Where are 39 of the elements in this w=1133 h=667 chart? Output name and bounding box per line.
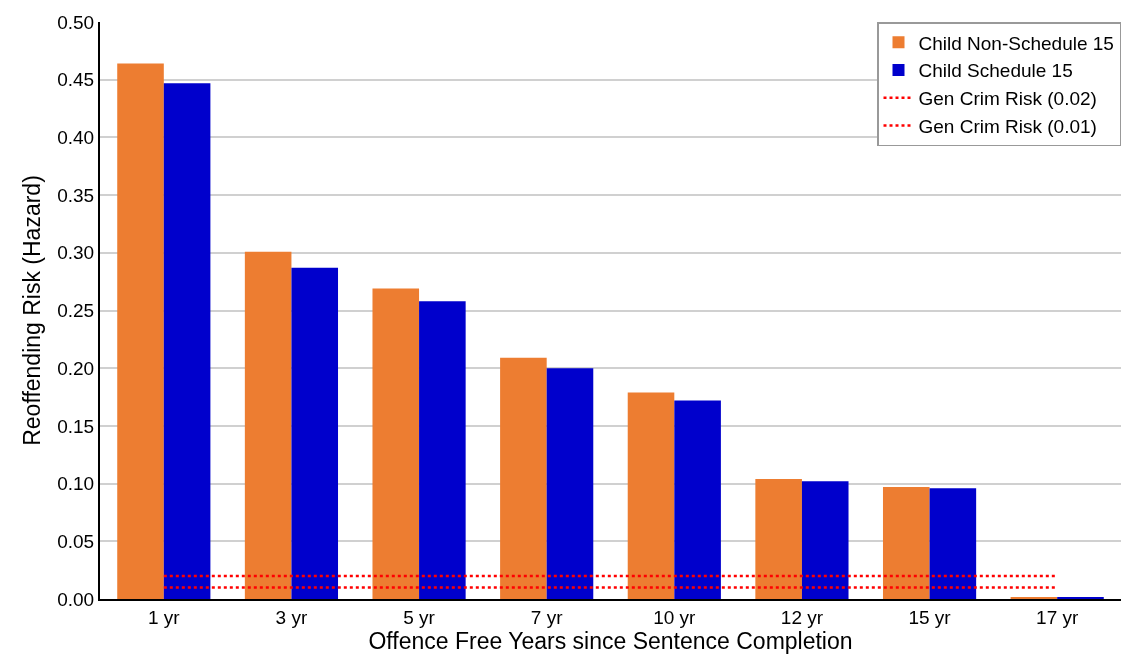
legend-label: Child Schedule 15 — [918, 60, 1073, 82]
bar — [291, 267, 339, 599]
y-tick-label: 0.35 — [57, 184, 95, 206]
x-tick-label: 17 yr — [1036, 606, 1079, 628]
x-tick-label: 3 yr — [275, 606, 308, 628]
bar — [882, 487, 930, 599]
legend-label: Gen Crim Risk (0.01) — [918, 115, 1097, 137]
y-tick-label: 0.50 — [57, 11, 95, 33]
x-tick-label: 10 yr — [653, 606, 697, 628]
y-tick-label: 0.25 — [57, 300, 95, 322]
x-tick-label: 12 yr — [780, 606, 824, 628]
bar — [244, 251, 292, 599]
y-axis-title: Reoffending Risk (Hazard) — [19, 175, 46, 446]
y-tick-label: 0.10 — [57, 473, 95, 495]
x-axis-title: Offence Free Years since Sentence Completion — [368, 627, 853, 654]
x-tick-label: 7 yr — [530, 606, 564, 628]
bar — [755, 478, 802, 599]
legend-label: Gen Crim Risk (0.02) — [918, 88, 1097, 110]
y-tick-label: 0.20 — [57, 357, 95, 379]
bar — [419, 301, 466, 599]
y-tick-label: 0.00 — [57, 588, 95, 610]
y-tick-label: 0.15 — [57, 415, 95, 437]
bar — [674, 400, 721, 599]
bar — [500, 357, 547, 599]
bar — [117, 63, 164, 599]
x-tick-label: 15 yr — [908, 606, 952, 628]
x-tick-label: 5 yr — [403, 606, 436, 628]
y-tick-label: 0.30 — [57, 242, 95, 264]
bar — [929, 488, 977, 599]
legend-label: Child Non-Schedule 15 — [918, 32, 1114, 54]
bar — [546, 368, 594, 599]
bar — [627, 392, 675, 599]
bar — [163, 83, 211, 599]
y-tick-label: 0.40 — [57, 127, 95, 149]
y-tick-label: 0.05 — [57, 530, 95, 552]
bar — [372, 288, 420, 599]
bar — [801, 481, 849, 599]
x-tick-label: 1 yr — [147, 606, 181, 628]
y-tick-label: 0.45 — [57, 69, 95, 91]
